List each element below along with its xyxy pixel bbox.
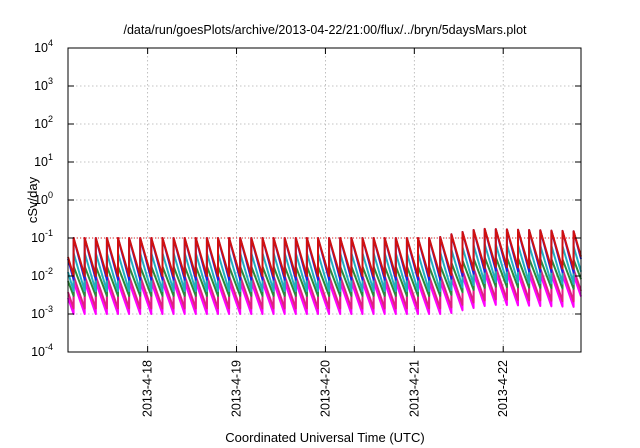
x-tick-label: 2013-4-21 bbox=[407, 360, 421, 417]
x-axis-label: Coordinated Universal Time (UTC) bbox=[225, 430, 424, 445]
y-tick-exponent: -4 bbox=[45, 342, 53, 352]
x-ticks: 2013-4-18 2013-4-19 2013-4-20 2013-4-21 2013… bbox=[141, 48, 510, 417]
y-tick-label: 10-3 bbox=[31, 304, 53, 321]
x-tick-label: 2013-4-22 bbox=[496, 360, 510, 417]
y-tick-exponent: -2 bbox=[45, 266, 53, 276]
y-tick-exponent: 0 bbox=[48, 190, 53, 200]
x-tick-label: 2013-4-20 bbox=[318, 360, 332, 417]
y-tick-label: 102 bbox=[34, 114, 53, 131]
y-tick-base: 10 bbox=[31, 345, 45, 359]
y-tick-label: 103 bbox=[34, 76, 53, 93]
y-tick-exponent: 4 bbox=[48, 38, 53, 48]
y-tick-label: 10-2 bbox=[31, 266, 53, 283]
y-tick-label: 104 bbox=[34, 38, 53, 55]
y-tick-exponent: -3 bbox=[45, 304, 53, 314]
y-tick-base: 10 bbox=[34, 41, 48, 55]
y-tick-base: 10 bbox=[34, 193, 48, 207]
x-tick-label: 2013-4-19 bbox=[230, 360, 244, 417]
y-tick-base: 10 bbox=[31, 231, 45, 245]
y-tick-label: 10-1 bbox=[31, 228, 53, 245]
y-tick-exponent: 2 bbox=[48, 114, 53, 124]
x-tick-label: 2013-4-18 bbox=[141, 360, 155, 417]
y-tick-base: 10 bbox=[34, 79, 48, 93]
grid-lines bbox=[68, 48, 581, 352]
y-tick-exponent: 1 bbox=[48, 152, 53, 162]
y-tick-base: 10 bbox=[31, 307, 45, 321]
y-tick-exponent: -1 bbox=[45, 228, 53, 238]
flux-series-line bbox=[67, 227, 582, 277]
y-tick-label: 10-4 bbox=[31, 342, 53, 359]
y-tick-label: 100 bbox=[34, 190, 53, 207]
y-tick-base: 10 bbox=[34, 155, 48, 169]
y-tick-base: 10 bbox=[31, 269, 45, 283]
y-tick-exponent: 3 bbox=[48, 76, 53, 86]
chart-title: /data/run/goesPlots/archive/2013-04-22/2… bbox=[123, 23, 527, 37]
y-tick-base: 10 bbox=[34, 117, 48, 131]
series-lines bbox=[67, 227, 582, 315]
y-axis-label: cSv/day bbox=[25, 176, 40, 223]
y-tick-label: 101 bbox=[34, 152, 53, 169]
